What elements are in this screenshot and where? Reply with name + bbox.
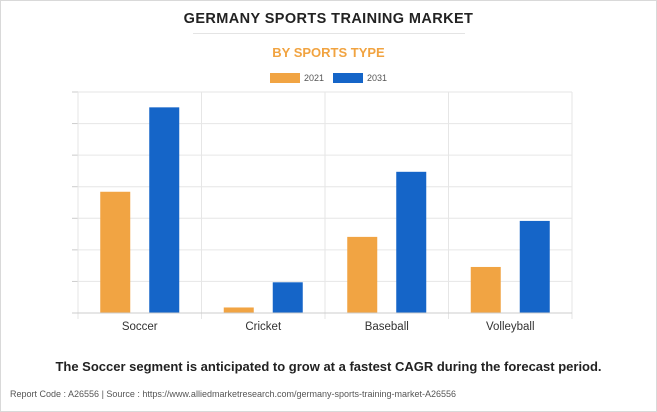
legend-item-2031[interactable]: 2031 <box>333 73 387 83</box>
bar-baseball-2031 <box>396 171 427 313</box>
bar-volleyball-2031 <box>519 220 550 313</box>
title-divider <box>193 33 465 34</box>
chart-footnote: The Soccer segment is anticipated to gro… <box>55 359 602 374</box>
bar-volleyball-2021 <box>470 266 501 313</box>
x-tick-label-cricket: Cricket <box>245 321 282 333</box>
chart-subtitle: BY SPORTS TYPE <box>272 45 385 60</box>
legend-swatch-2021 <box>269 73 300 83</box>
bar-cricket-2021 <box>223 307 254 313</box>
source-line: Report Code : A26556 | Source : https://… <box>10 389 457 399</box>
x-tick-label-volleyball: Volleyball <box>486 321 535 333</box>
bar-soccer-2031 <box>149 107 180 313</box>
bar-cricket-2031 <box>272 282 303 313</box>
legend-label-2021: 2021 <box>303 73 324 83</box>
legend-swatch-2031 <box>333 73 363 83</box>
legend: 2021 2031 <box>0 73 657 83</box>
chart-title: GERMANY SPORTS TRAINING MARKET <box>183 11 474 27</box>
legend-item-2021[interactable]: 2021 <box>269 73 324 83</box>
legend-label-2031: 2031 <box>367 73 388 83</box>
x-tick-label-baseball: Baseball <box>365 321 409 333</box>
x-tick-label-soccer: Soccer <box>122 321 158 333</box>
bar-soccer-2021 <box>100 191 131 313</box>
bar-chart: Soccer Cricket Baseball Volleyball <box>72 91 573 333</box>
bar-baseball-2021 <box>347 236 378 313</box>
